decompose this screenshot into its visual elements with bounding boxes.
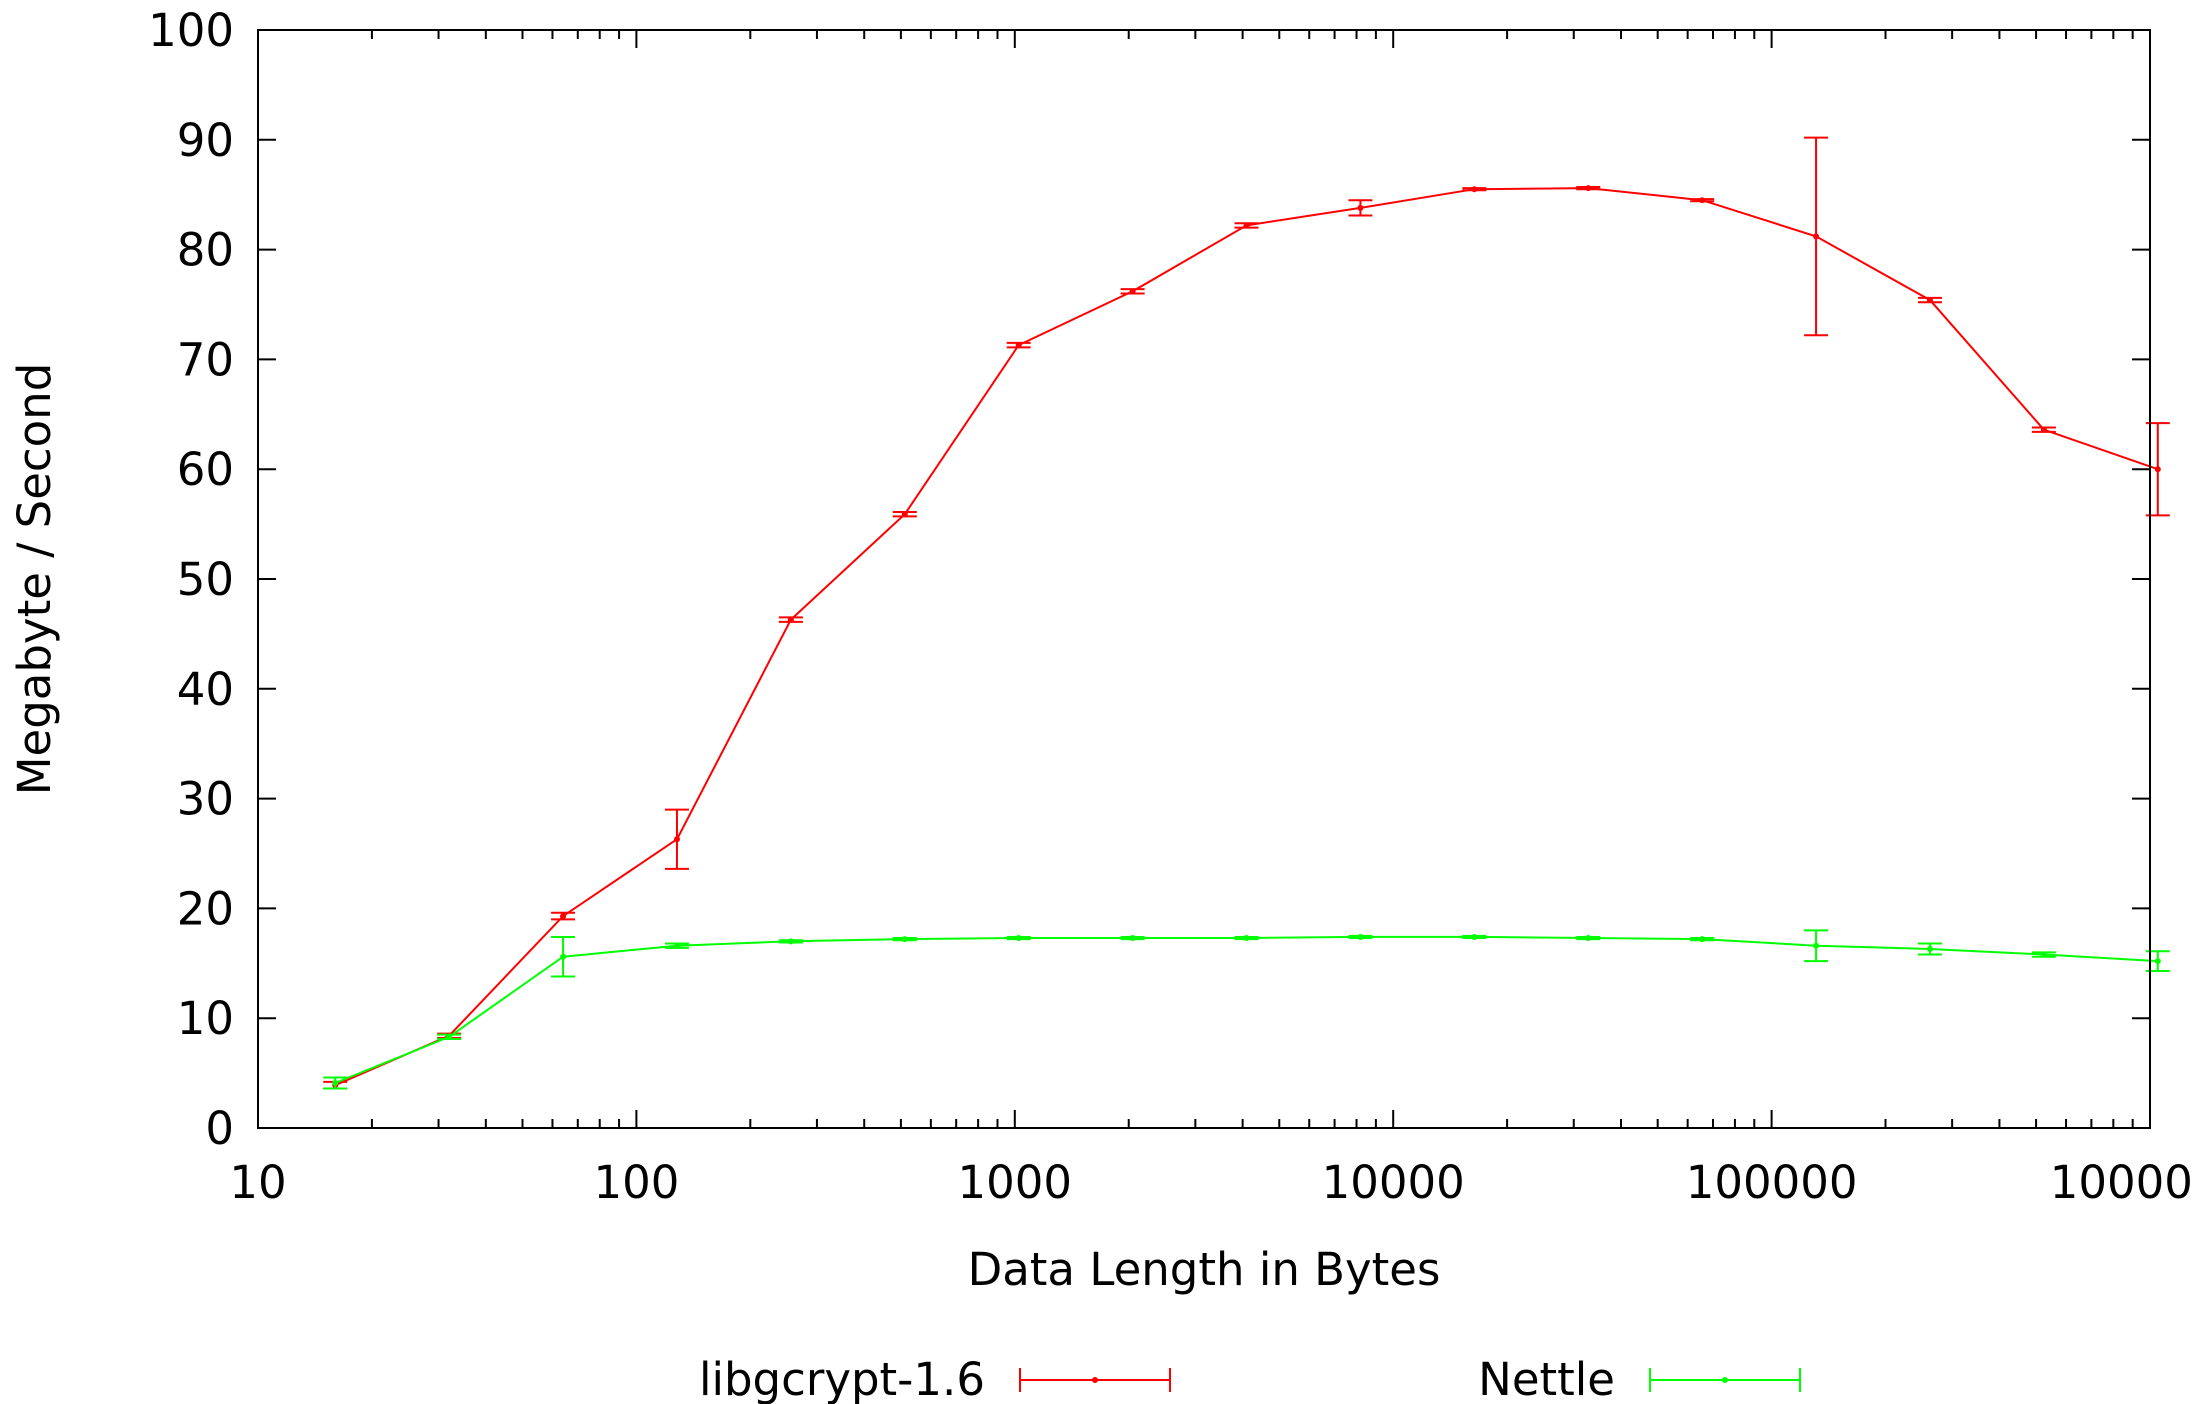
- data-point: [901, 936, 908, 943]
- x-tick-label: 100000: [1686, 1156, 1858, 1209]
- data-point: [2040, 426, 2047, 433]
- data-point: [2040, 951, 2047, 958]
- data-point: [673, 942, 680, 949]
- data-point: [1015, 342, 1022, 349]
- series-libgcrypt-1.6: [323, 136, 2170, 1090]
- data-point: [1357, 933, 1364, 940]
- data-point: [1471, 186, 1478, 193]
- y-tick-label: 60: [177, 443, 234, 496]
- data-point: [1813, 942, 1820, 949]
- data-point: [787, 616, 794, 623]
- y-tick-label: 20: [177, 882, 234, 935]
- data-point: [1926, 946, 1933, 953]
- data-point: [1129, 935, 1136, 942]
- legend-item: libgcrypt-1.6: [699, 1353, 1171, 1404]
- data-point: [560, 953, 567, 960]
- y-tick-label: 70: [177, 333, 234, 386]
- series-Nettle: [323, 929, 2170, 1090]
- data-point: [560, 913, 567, 920]
- x-tick-label: 10000: [1322, 1156, 1465, 1209]
- plot-frame: [257, 29, 2151, 1129]
- data-point: [1585, 185, 1592, 192]
- y-tick-label: 40: [177, 663, 234, 716]
- data-point: [1243, 935, 1250, 942]
- plot-series: [323, 136, 2170, 1090]
- legend: libgcrypt-1.6 Nettle: [699, 1353, 1801, 1404]
- legend-label: Nettle: [1478, 1353, 1615, 1404]
- data-point: [1699, 936, 1706, 943]
- series-line: [334, 187, 2159, 1087]
- data-point: [1015, 935, 1022, 942]
- data-point: [1357, 204, 1364, 211]
- y-axis-label: Megabyte / Second: [8, 363, 61, 796]
- legend-label: libgcrypt-1.6: [699, 1353, 985, 1404]
- data-point: [901, 511, 908, 518]
- x-axis-label: Data Length in Bytes: [968, 1243, 1441, 1296]
- legend-item: Nettle: [1478, 1353, 1801, 1404]
- data-point: [446, 1033, 453, 1040]
- y-tick-label: 30: [177, 773, 234, 826]
- series-line: [334, 935, 2158, 1084]
- data-point: [2154, 466, 2161, 473]
- x-tick-label: 1000000: [2050, 1156, 2194, 1209]
- data-point: [2154, 958, 2161, 965]
- data-point: [1926, 297, 1933, 304]
- data-point: [1243, 222, 1250, 229]
- x-tick-label: 10: [229, 1156, 286, 1209]
- y-tick-label: 50: [177, 553, 234, 606]
- y-tick-label: 0: [205, 1102, 234, 1155]
- data-point: [1585, 935, 1592, 942]
- y-tick-label: 10: [177, 992, 234, 1045]
- data-point: [673, 836, 680, 843]
- data-point: [1129, 288, 1136, 295]
- y-tick-label: 80: [177, 224, 234, 277]
- y-tick-label: 100: [148, 4, 234, 57]
- data-point: [787, 938, 794, 945]
- data-point: [332, 1079, 339, 1086]
- data-point: [1699, 197, 1706, 204]
- legend-point: [1092, 1377, 1098, 1383]
- data-point: [1813, 233, 1820, 240]
- x-tick-label: 100: [593, 1156, 679, 1209]
- x-tick-label: 1000: [958, 1156, 1073, 1209]
- legend-point: [1722, 1377, 1728, 1383]
- data-point: [1471, 933, 1478, 940]
- axis-ticks: [257, 29, 2151, 1129]
- y-tick-label: 90: [177, 114, 234, 167]
